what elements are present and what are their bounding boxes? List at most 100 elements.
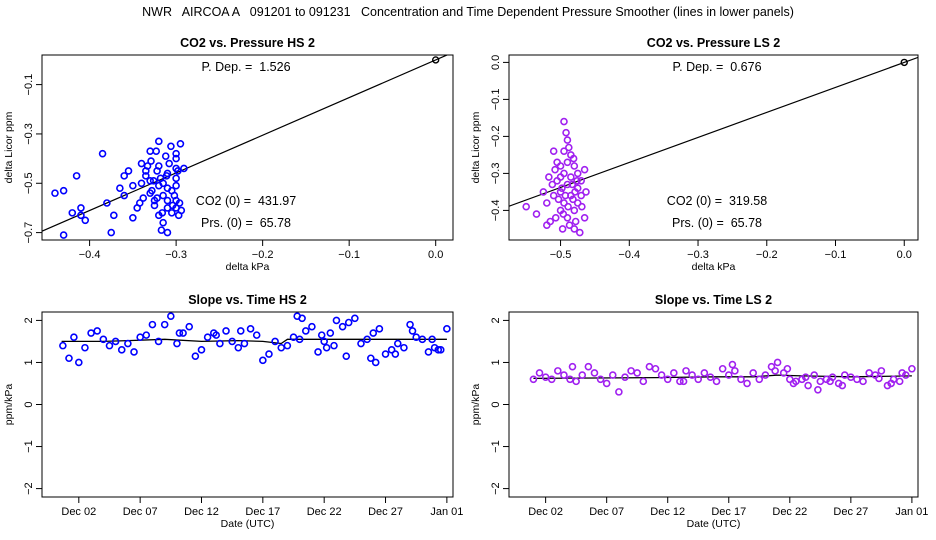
hs-scatter-point — [163, 228, 172, 237]
hs-time-point — [212, 331, 221, 339]
hs-scatter-point — [175, 199, 184, 207]
hs-scatter-point — [59, 231, 68, 239]
ls-scatter-ytick-label: −0.4 — [490, 200, 502, 222]
hs-scatter-ytick-label: −0.3 — [23, 123, 35, 145]
hs-time-point — [59, 341, 67, 350]
ls-scatter-point — [556, 188, 565, 196]
hs-time-point — [371, 358, 380, 367]
hs-time-point — [87, 329, 95, 337]
hs-scatter-point — [167, 209, 176, 217]
hs-time-point — [246, 325, 255, 333]
ls-time-point — [737, 375, 745, 384]
ls-scatter-point — [532, 210, 541, 218]
hs-time-point — [351, 314, 359, 323]
hs-scatter-point — [149, 177, 158, 185]
hs-scatter-point — [165, 159, 173, 168]
hs-scatter-point — [158, 209, 167, 217]
hs-time-point — [228, 337, 236, 346]
hs-time-ytick-label: −2 — [23, 482, 35, 495]
hs-scatter-point — [103, 199, 111, 207]
hs-time-point — [175, 329, 184, 337]
ls-time-point — [645, 362, 654, 371]
ls-scatter-point — [571, 217, 580, 226]
hs-time-point — [320, 337, 328, 346]
ls-time-ytick-label: 1 — [490, 359, 502, 365]
hs-scatter-point — [142, 172, 150, 180]
hs-time-point — [375, 325, 384, 333]
ls-scatter-xtick-label: −0.5 — [550, 249, 572, 261]
ls-time-frame — [508, 311, 919, 498]
ls-scatter-point — [580, 214, 589, 222]
hs-time-point — [271, 337, 279, 346]
ls-scatter-fit-line — [509, 56, 918, 207]
hs-time-point — [81, 343, 89, 352]
ls-time-ytick-label: 2 — [490, 317, 502, 323]
ls-time-point — [804, 381, 812, 390]
ls-time-point — [865, 369, 873, 377]
ls-scatter-point — [565, 143, 573, 152]
ls-time-point — [731, 367, 739, 375]
hs-time-point — [154, 337, 163, 346]
ls-scatter-point — [551, 214, 560, 222]
ls-time-point — [679, 377, 688, 386]
hs-time-point — [381, 350, 390, 358]
ls-time-point — [590, 369, 599, 377]
ls-time-point — [568, 362, 577, 371]
hs-time-point — [322, 343, 331, 352]
ls-time-point — [771, 367, 779, 375]
hs-time-xtick-label: Jan 01 — [430, 506, 463, 518]
hs-time-point — [179, 329, 187, 337]
ls-scatter-ylabel: delta Licor ppm — [470, 111, 482, 183]
ls-time-point — [816, 377, 825, 386]
hs-time-point — [369, 329, 378, 337]
ls-scatter-point — [563, 214, 572, 222]
ls-scatter-point — [569, 195, 577, 204]
hs-time-point — [344, 318, 353, 327]
hs-scatter-point — [153, 194, 161, 202]
hs-time-xtick-label: Dec 22 — [307, 506, 342, 518]
ls-time-xtick-label: Dec 02 — [528, 506, 563, 518]
hs-time-point — [314, 348, 322, 356]
hs-time-point — [363, 335, 371, 344]
hs-scatter-point — [153, 167, 161, 175]
ls-time-point — [887, 379, 895, 388]
hs-scatter-ytick-label: −0.5 — [23, 172, 35, 194]
ls-scatter-point — [573, 169, 582, 178]
hs-time-point — [436, 346, 445, 354]
ls-time-point — [761, 371, 770, 379]
hs-scatter-point — [180, 164, 188, 173]
ls-time-point — [615, 388, 623, 396]
ls-scatter-point — [582, 188, 590, 196]
hs-time-xtick-label: Dec 12 — [184, 506, 219, 518]
ls-time-point — [670, 369, 678, 377]
hs-scatter-point — [148, 186, 156, 195]
ls-time-point — [572, 377, 580, 386]
ls-scatter-point — [563, 136, 572, 144]
hs-time-point — [234, 343, 243, 352]
hs-scatter-point — [152, 147, 161, 155]
ls-time-point — [724, 371, 733, 379]
hs-scatter-xlabel: delta kPa — [226, 261, 270, 273]
ls-scatter-point — [558, 184, 566, 192]
hs-time-point — [167, 312, 175, 321]
hs-time-ytick-label: 1 — [23, 359, 35, 365]
ls-time-point — [718, 364, 727, 373]
ls-scatter-xlabel: delta kPa — [692, 261, 736, 273]
hs-scatter-annotation-co2-0: CO2 (0) = 431.97 — [196, 194, 296, 208]
ls-scatter-point — [553, 158, 561, 167]
hs-time-point — [148, 320, 157, 329]
ls-scatter-panel: CO2 vs. Pressure LS 2 −0.5 −0.4 −0.3 −0.2 −0.… — [470, 36, 919, 273]
hs-time-point — [393, 339, 402, 348]
ls-scatter-point — [549, 147, 558, 155]
ls-scatter-xtick-label: 0.0 — [897, 249, 912, 261]
hs-time-point — [265, 350, 273, 358]
ls-scatter-point — [570, 206, 579, 215]
hs-time-point — [130, 348, 138, 356]
ls-time-point — [627, 367, 635, 375]
ls-time-point — [578, 371, 587, 379]
hs-time-ytick-label: −1 — [23, 440, 35, 453]
hs-scatter-point — [155, 181, 163, 190]
hs-time-point — [222, 327, 230, 335]
hs-time-point — [70, 333, 78, 342]
